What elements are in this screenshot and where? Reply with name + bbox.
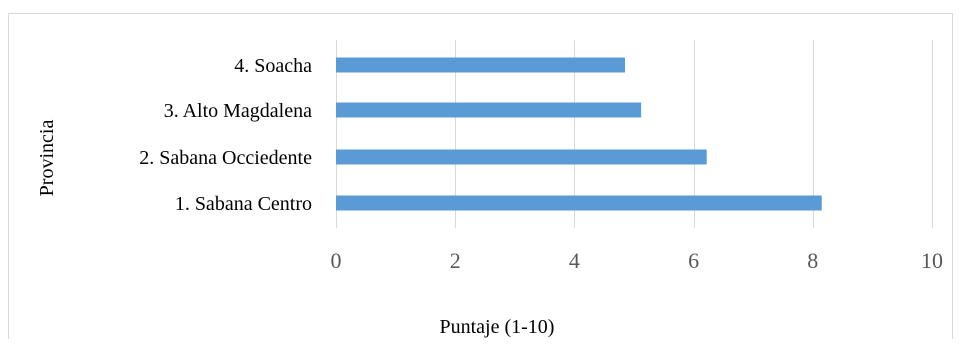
category-labels: 1. Sabana Centro 2. Sabana Occiedente 3. A…: [139, 55, 312, 215]
x-tick-label: 2: [450, 248, 461, 273]
bars: [336, 57, 822, 211]
chart-frame-line: [8, 13, 953, 339]
bar: [336, 102, 642, 118]
x-tick-label: 0: [331, 248, 342, 273]
category-label: 2. Sabana Occiedente: [139, 147, 312, 169]
bar: [336, 57, 626, 73]
x-tick-labels: 0 2 4 6 8 10: [331, 248, 944, 273]
y-axis-title: Provincia: [36, 120, 58, 197]
category-label: 1. Sabana Centro: [175, 193, 312, 215]
x-tick-label: 4: [569, 248, 580, 273]
category-label: 3. Alto Magdalena: [164, 100, 312, 122]
x-tick-label: 6: [688, 248, 699, 273]
x-tick-label: 10: [921, 248, 943, 273]
x-axis-title: Puntaje (1-10): [440, 316, 555, 338]
bar: [336, 195, 822, 211]
chart-frame-border: [8, 13, 953, 339]
category-label: 4. Soacha: [234, 55, 312, 77]
bar: [336, 149, 707, 165]
x-tick-label: 8: [807, 248, 818, 273]
